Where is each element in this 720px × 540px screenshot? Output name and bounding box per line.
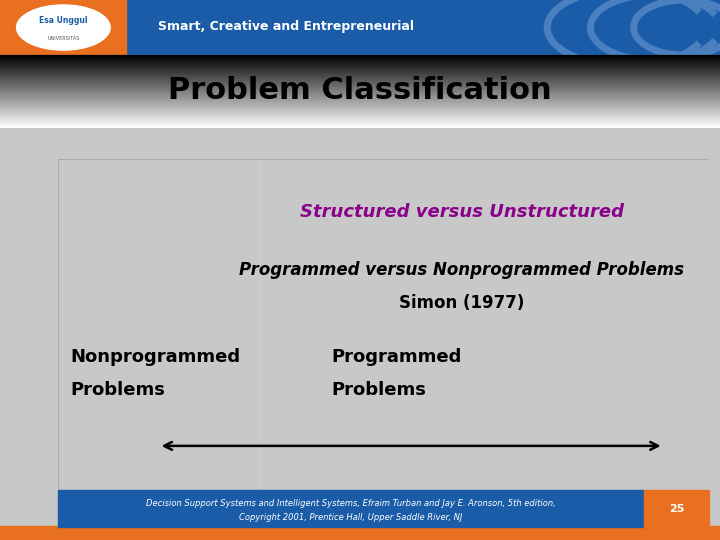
Bar	[0, 0, 126, 55]
Text: Copyright 2001, Prentice Hall, Upper Saddle River, NJ: Copyright 2001, Prentice Hall, Upper Sad…	[239, 513, 463, 522]
Text: Nonprogrammed: Nonprogrammed	[71, 348, 240, 366]
Bar	[58, 490, 644, 527]
Bar	[0, 525, 720, 540]
Text: Problem Classification: Problem Classification	[168, 76, 552, 105]
Text: 25: 25	[669, 504, 685, 514]
Ellipse shape	[17, 5, 110, 50]
Text: Programmed: Programmed	[331, 348, 462, 366]
Text: Problems: Problems	[71, 381, 166, 399]
Text: Decision Support Systems and Intelligent Systems, Efraim Turban and Jay E. Arons: Decision Support Systems and Intelligent…	[146, 498, 556, 508]
Text: Smart, Creative and Entrepreneurial: Smart, Creative and Entrepreneurial	[158, 20, 415, 33]
Text: Esa Unggul: Esa Unggul	[39, 16, 88, 25]
Text: Problems: Problems	[331, 381, 426, 399]
Text: Simon (1977): Simon (1977)	[399, 294, 524, 312]
FancyArrowPatch shape	[164, 442, 658, 450]
Text: UNIVERSITAS: UNIVERSITAS	[48, 36, 79, 41]
Bar	[644, 490, 709, 527]
Text: Structured versus Unstructured: Structured versus Unstructured	[300, 203, 624, 221]
Text: Programmed versus Nonprogrammed Problems: Programmed versus Nonprogrammed Problems	[239, 261, 684, 279]
